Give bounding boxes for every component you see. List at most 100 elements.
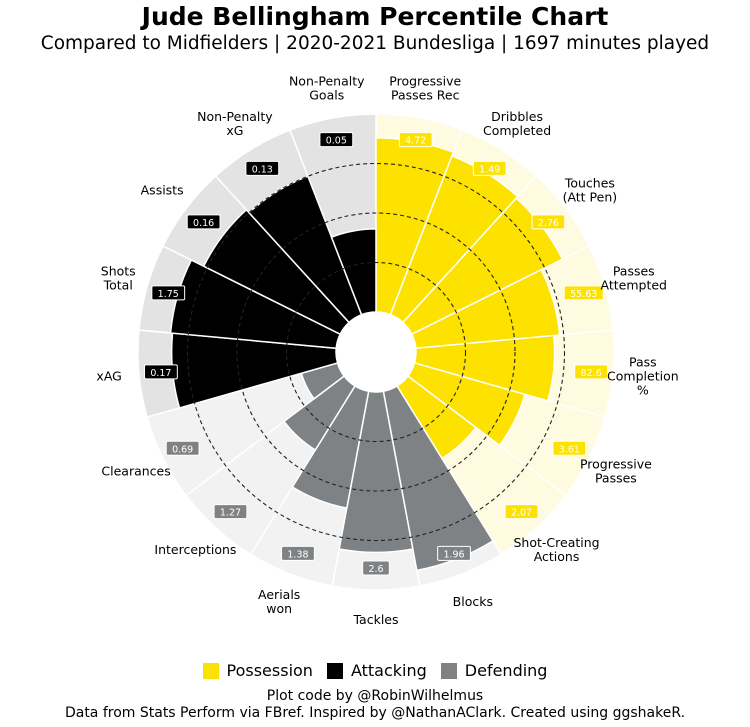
value-label-non-penalty-goals: 0.05 [319,132,354,148]
value-label-text: 2.76 [538,218,559,229]
footer-credit: Plot code by @RobinWilhelmus [266,688,484,704]
value-label-text: 2.07 [511,508,532,519]
category-label-interceptions: Interceptions [154,542,236,557]
value-label-text: 3.61 [559,444,580,455]
legend-swatch-defending [440,662,457,679]
category-label-non-penalty-goals: Non-Penalty Goals [289,74,365,103]
value-label-text: 0.13 [252,164,273,175]
bar-pass-completion [413,334,556,402]
gridlines [186,162,566,542]
value-label-text: 0.17 [150,368,171,379]
value-label-passes-attempted: 55.63 [563,285,604,301]
legend-swatch-attacking [326,662,343,679]
value-label-box [319,132,354,148]
legend-item-defending: Defending [440,661,548,680]
category-label-blocks: Blocks [453,594,493,609]
value-label-tackles: 2.6 [362,560,390,576]
category-labels: Progressive Passes Rec Dribbles Completed To… [96,74,678,627]
value-label-box [186,214,221,230]
legend-label: Defending [464,661,548,680]
center-hole [337,313,415,391]
value-label-dribbles-completed: 1.49 [472,160,507,176]
value-label-progressive-passes-rec: 4.72 [398,132,433,148]
value-label-text: 4.72 [405,136,426,147]
category-label-shots-total: Shots Total [101,264,136,293]
category-label-progressive-passes-rec: Progressive Passes Rec [389,74,461,103]
value-label-box [362,560,390,576]
value-label-box [437,545,471,561]
bar-touches-att-pen [401,197,564,336]
value-label-box [504,504,539,520]
value-label-box [144,364,178,380]
bar-passes-attempted [410,268,561,350]
value-label-pass-completion: 82.6 [574,364,608,380]
value-label-shots-total: 1.75 [151,285,186,301]
chart-title: Jude Bellingham Percentile Chart [141,2,609,31]
value-label-non-penalty-xg: 0.13 [245,160,280,176]
value-label-clearances: 0.69 [165,440,200,456]
value-label-text: 1.75 [158,289,179,300]
bar-assists [202,208,351,336]
value-label-text: 1.27 [220,508,241,519]
value-label-box [472,160,507,176]
category-label-passes-attempted: Passes Attempted [601,264,667,293]
bar-progressive-passes-rec [375,137,455,316]
category-label-xag: xAG [96,369,121,384]
value-label-text: 0.05 [326,136,347,147]
value-label-assists: 0.16 [186,214,221,230]
value-label-text: 2.6 [368,564,383,575]
legend: Possession Attacking Defending [0,661,750,680]
value-label-text: 0.16 [193,218,214,229]
category-label-dribbles-completed: Dribbles Completed [483,109,551,138]
value-label-box [574,364,608,380]
category-label-clearances: Clearances [101,463,170,478]
value-label-text: 1.38 [287,549,308,560]
value-label-box [563,285,604,301]
category-label-pass-completion: Pass Completion% [607,355,679,398]
value-label-box [552,440,587,456]
value-label-box [151,285,186,301]
value-label-text: 0.69 [172,444,193,455]
category-label-assists: Assists [141,182,184,197]
chart-subtitle: Compared to Midfielders | 2020-2021 Bund… [40,33,710,54]
value-label-box [165,440,200,456]
category-label-aerials-won: Aerials won [258,587,300,616]
value-label-box [398,132,433,148]
bar-shots-total [169,259,342,350]
value-label-interceptions: 1.27 [213,504,248,520]
value-labels: 4.72 1.49 2.76 55.63 82.6 3.61 2.07 1.96 2.6 1.38… [144,132,608,576]
value-label-box [531,214,566,230]
footer-source: Data from Stats Perform via FBref. Inspi… [64,705,686,721]
legend-swatch-possession [202,662,219,679]
legend-label: Possession [226,661,313,680]
bar-aerials-won [291,384,370,509]
legend-item-attacking: Attacking [326,661,427,680]
percentile-bars [169,137,564,572]
legend-item-possession: Possession [202,661,313,680]
value-label-text: 82.6 [581,368,602,379]
value-label-box [281,545,315,561]
value-label-shot-creating-actions: 2.07 [504,504,539,520]
bar-dribbles-completed [389,154,519,324]
value-label-progressive-passes: 3.61 [552,440,587,456]
category-label-tackles: Tackles [352,612,398,627]
value-label-text: 55.63 [570,289,597,300]
gridline-25 [285,261,467,443]
value-label-blocks: 1.96 [437,545,471,561]
value-label-box [213,504,248,520]
bar-non-penalty-goals [330,228,377,316]
category-label-touches-att-pen: Touches (Att Pen) [563,175,618,204]
value-label-aerials-won: 1.38 [281,545,315,561]
category-label-progressive-passes: Progressive Passes [580,456,652,485]
bar-tackles [338,390,414,554]
bar-progressive-passes [406,362,526,447]
gridline-75 [186,162,566,542]
legend-label: Attacking [350,661,427,680]
value-label-xag: 0.17 [144,364,178,380]
category-label-shot-creating-actions: Shot-Creating Actions [514,535,600,564]
category-label-non-penalty-xg: Non-Penalty xG [197,109,273,138]
gridline-50 [236,212,516,492]
value-label-box [245,160,280,176]
